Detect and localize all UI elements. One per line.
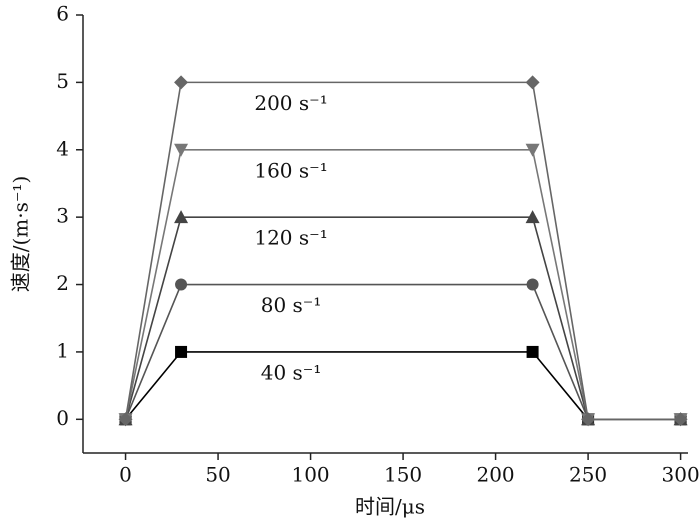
series-label: 80 s⁻¹ xyxy=(261,293,322,317)
series-label: 120 s⁻¹ xyxy=(254,226,327,250)
y-tick-label: 4 xyxy=(56,136,69,160)
marker xyxy=(581,412,596,427)
y-axis-label: 速度/(m·s⁻¹) xyxy=(9,176,33,293)
marker xyxy=(175,278,188,291)
x-tick-label: 200 xyxy=(476,463,514,487)
marker xyxy=(118,412,133,427)
marker xyxy=(174,143,189,157)
y-tick-label: 0 xyxy=(56,406,69,430)
y-tick-label: 2 xyxy=(56,271,69,295)
series-label: 40 s⁻¹ xyxy=(261,360,322,384)
series-line xyxy=(124,216,681,421)
marker xyxy=(673,412,688,427)
x-axis-label: 时间/μs xyxy=(355,495,425,519)
x-tick-label: 0 xyxy=(119,463,132,487)
series-line xyxy=(124,81,681,421)
series-line xyxy=(124,351,681,421)
x-tick-label: 250 xyxy=(569,463,607,487)
y-tick-label: 5 xyxy=(56,69,69,93)
y-tick-label: 6 xyxy=(56,2,69,26)
marker xyxy=(525,75,540,90)
marker xyxy=(175,345,188,358)
series-label: 160 s⁻¹ xyxy=(254,158,327,182)
y-tick-label: 1 xyxy=(56,338,69,362)
x-tick-label: 100 xyxy=(291,463,329,487)
marker xyxy=(174,210,189,224)
series-label: 200 s⁻¹ xyxy=(254,91,327,115)
marker xyxy=(525,143,540,157)
marker xyxy=(526,345,539,358)
x-tick-label: 300 xyxy=(662,463,700,487)
marker xyxy=(526,278,539,291)
x-tick-label: 150 xyxy=(384,463,422,487)
marker xyxy=(174,75,189,90)
marker xyxy=(525,210,540,224)
y-tick-label: 3 xyxy=(56,204,69,228)
x-tick-label: 50 xyxy=(205,463,230,487)
